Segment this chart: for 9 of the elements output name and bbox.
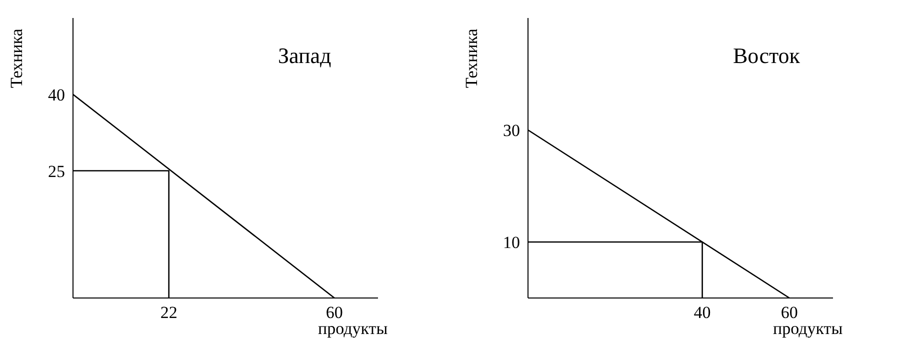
x-tick-label: 40 [694, 303, 711, 322]
y-tick-label: 30 [503, 121, 520, 140]
y-axis-title: Техника [462, 28, 482, 88]
text: Запад [278, 43, 332, 69]
y-tick-label: 10 [503, 233, 520, 252]
text: Восток [733, 43, 800, 69]
x-tick-label: 22 [160, 303, 178, 322]
y-axis-title: Техника [7, 28, 26, 88]
y-tick-label: 25 [48, 162, 65, 181]
